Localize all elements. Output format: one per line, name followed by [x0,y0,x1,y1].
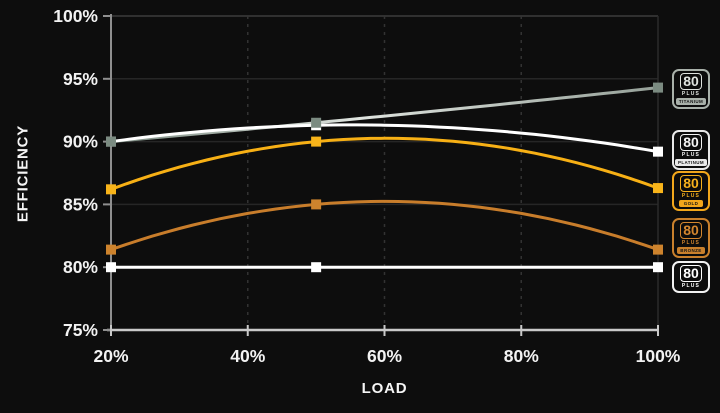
series-line-80-plus-bronze [110,199,659,252]
x-tick-label: 40% [230,346,265,366]
badge-plus-label: PLUS [681,193,701,199]
badge-tier-label: PLATINUM [674,159,708,166]
marker-80-plus-gold [106,184,116,195]
series-line-80-plus-gold [110,136,659,191]
badge-tier-label: TITANIUM [675,98,707,105]
marker-80-plus-titanium [311,117,322,128]
badge-80plus-titanium: 80 PLUS TITANIUM [672,69,710,109]
marker-80-plus-platinum [653,146,663,157]
x-tick-label: 80% [504,346,539,366]
x-tick-label: 20% [93,346,128,366]
y-axis-title: EFFICIENCY [14,124,32,223]
badge-80plus-gold: 80 PLUS GOLD [672,171,710,211]
badge-number: 80 [680,73,702,90]
series-line-80-plus-platinum [110,123,659,154]
marker-80-plus-bronze [653,244,663,255]
marker-80-plus-bronze [106,244,116,255]
y-tick-label: 90% [63,132,98,152]
y-tick-label: 95% [63,69,98,89]
badge-80plus-bronze: 80 PLUS BRONZE [672,218,710,258]
x-tick-label: 60% [367,346,402,366]
series-line-80-plus-titanium [110,86,659,144]
marker-80-plus-titanium [106,136,116,147]
marker-80-plus-gold [311,136,322,147]
badge-number: 80 [680,222,702,239]
marker-80-plus [106,262,116,273]
badge-tier-label: BRONZE [677,247,705,254]
marker-80-plus [653,262,663,273]
badge-tier-label: GOLD [679,200,703,207]
y-tick-label: 100% [53,6,98,26]
y-tick-label: 85% [63,194,98,214]
marker-80-plus [311,262,322,273]
badge-plus-label: PLUS [681,152,701,158]
badge-number: 80 [680,265,702,282]
y-tick-label: 80% [63,257,98,277]
badge-plus-label: PLUS [681,283,701,289]
marker-80-plus-gold [653,183,663,194]
badge-number: 80 [680,134,702,151]
badge-plus-label: PLUS [681,91,701,97]
x-tick-label: 100% [636,346,681,366]
badge-plus-label: PLUS [681,240,701,246]
marker-80-plus-bronze [311,199,322,210]
y-tick-label: 75% [63,320,98,340]
badge-80plus-base: 80 PLUS [672,261,710,293]
badge-80plus-platinum: 80 PLUS PLATINUM [672,130,710,170]
marker-80-plus-titanium [653,82,663,93]
badge-number: 80 [680,175,702,192]
x-axis-title: LOAD [361,380,408,397]
